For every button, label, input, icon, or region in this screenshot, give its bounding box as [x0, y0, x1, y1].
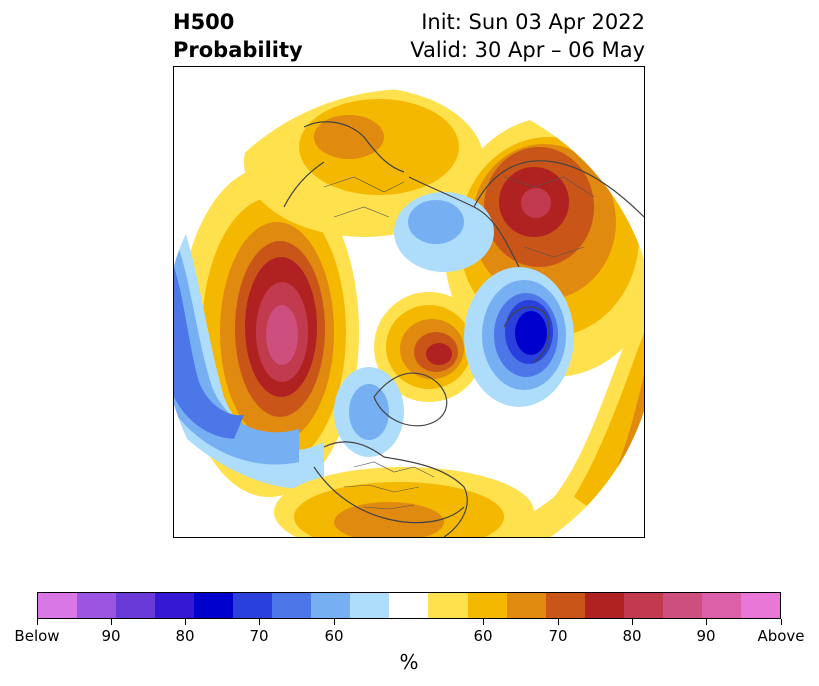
colorbar-segment: [740, 593, 780, 618]
colorbar-segment: [584, 593, 624, 618]
valid-range: Valid: 30 Apr – 06 May: [410, 38, 645, 62]
colorbar-tick: [706, 619, 707, 625]
coastlines: [283, 121, 644, 537]
title-left: H500 Probability: [173, 8, 303, 64]
polar-map: [174, 89, 644, 537]
colorbar-segment: [272, 593, 312, 618]
colorbar-tick-label: 90: [696, 627, 716, 645]
colorbar-segment: [428, 593, 468, 618]
colorbar-tick: [259, 619, 260, 625]
colorbar-tick-label: Above: [757, 627, 805, 645]
colorbar-segment: [506, 593, 546, 618]
colorbar-segment: [155, 593, 195, 618]
colorbar-tick: [632, 619, 633, 625]
anomaly-eastern-pacific: [174, 207, 324, 489]
anomaly-central-north-america: [274, 467, 534, 537]
colorbar-tick: [37, 619, 38, 625]
colorbar-tick: [185, 619, 186, 625]
colorbar-tick: [483, 619, 484, 625]
anomaly-labrador: [464, 267, 574, 407]
colorbar-segment: [38, 593, 78, 618]
colorbar-segment: [233, 593, 273, 618]
map-panel: [173, 66, 645, 538]
borders: [323, 176, 595, 510]
colorbar-segment: [701, 593, 741, 618]
colorbar-segment: [545, 593, 585, 618]
colorbar-tick: [111, 619, 112, 625]
colorbar-segment: [467, 593, 507, 618]
colorbar-segment: [116, 593, 156, 618]
title-variable: H500: [173, 10, 235, 34]
title-type: Probability: [173, 38, 303, 62]
colorbar-tick-label: Below: [14, 627, 60, 645]
colorbar-tick-label: 90: [101, 627, 121, 645]
colorbar-tick: [334, 619, 335, 625]
probability-field: [174, 89, 644, 537]
init-date: Init: Sun 03 Apr 2022: [421, 10, 645, 34]
colorbar-tick: [558, 619, 559, 625]
colorbar-segment: [389, 593, 429, 618]
anomaly-western-canada: [334, 367, 404, 457]
colorbar-tick-label: 70: [548, 627, 568, 645]
colorbar-segment: [194, 593, 234, 618]
colorbar-segment: [350, 593, 390, 618]
title-right: Init: Sun 03 Apr 2022 Valid: 30 Apr – 06…: [410, 8, 645, 64]
colorbar-tick: [781, 619, 782, 625]
colorbar-unit: %: [399, 650, 419, 674]
anomaly-siberia: [394, 192, 494, 272]
colorbar-tick-label: 60: [473, 627, 493, 645]
colorbar-segment: [623, 593, 663, 618]
colorbar-tick-label: 70: [249, 627, 269, 645]
colorbar-tick-label: 60: [324, 627, 344, 645]
colorbar-tick-label: 80: [622, 627, 642, 645]
colorbar-segment: [311, 593, 351, 618]
colorbar-segment: [77, 593, 117, 618]
colorbar: [37, 592, 781, 619]
colorbar-tick-label: 80: [175, 627, 195, 645]
colorbar-segment: [662, 593, 702, 618]
